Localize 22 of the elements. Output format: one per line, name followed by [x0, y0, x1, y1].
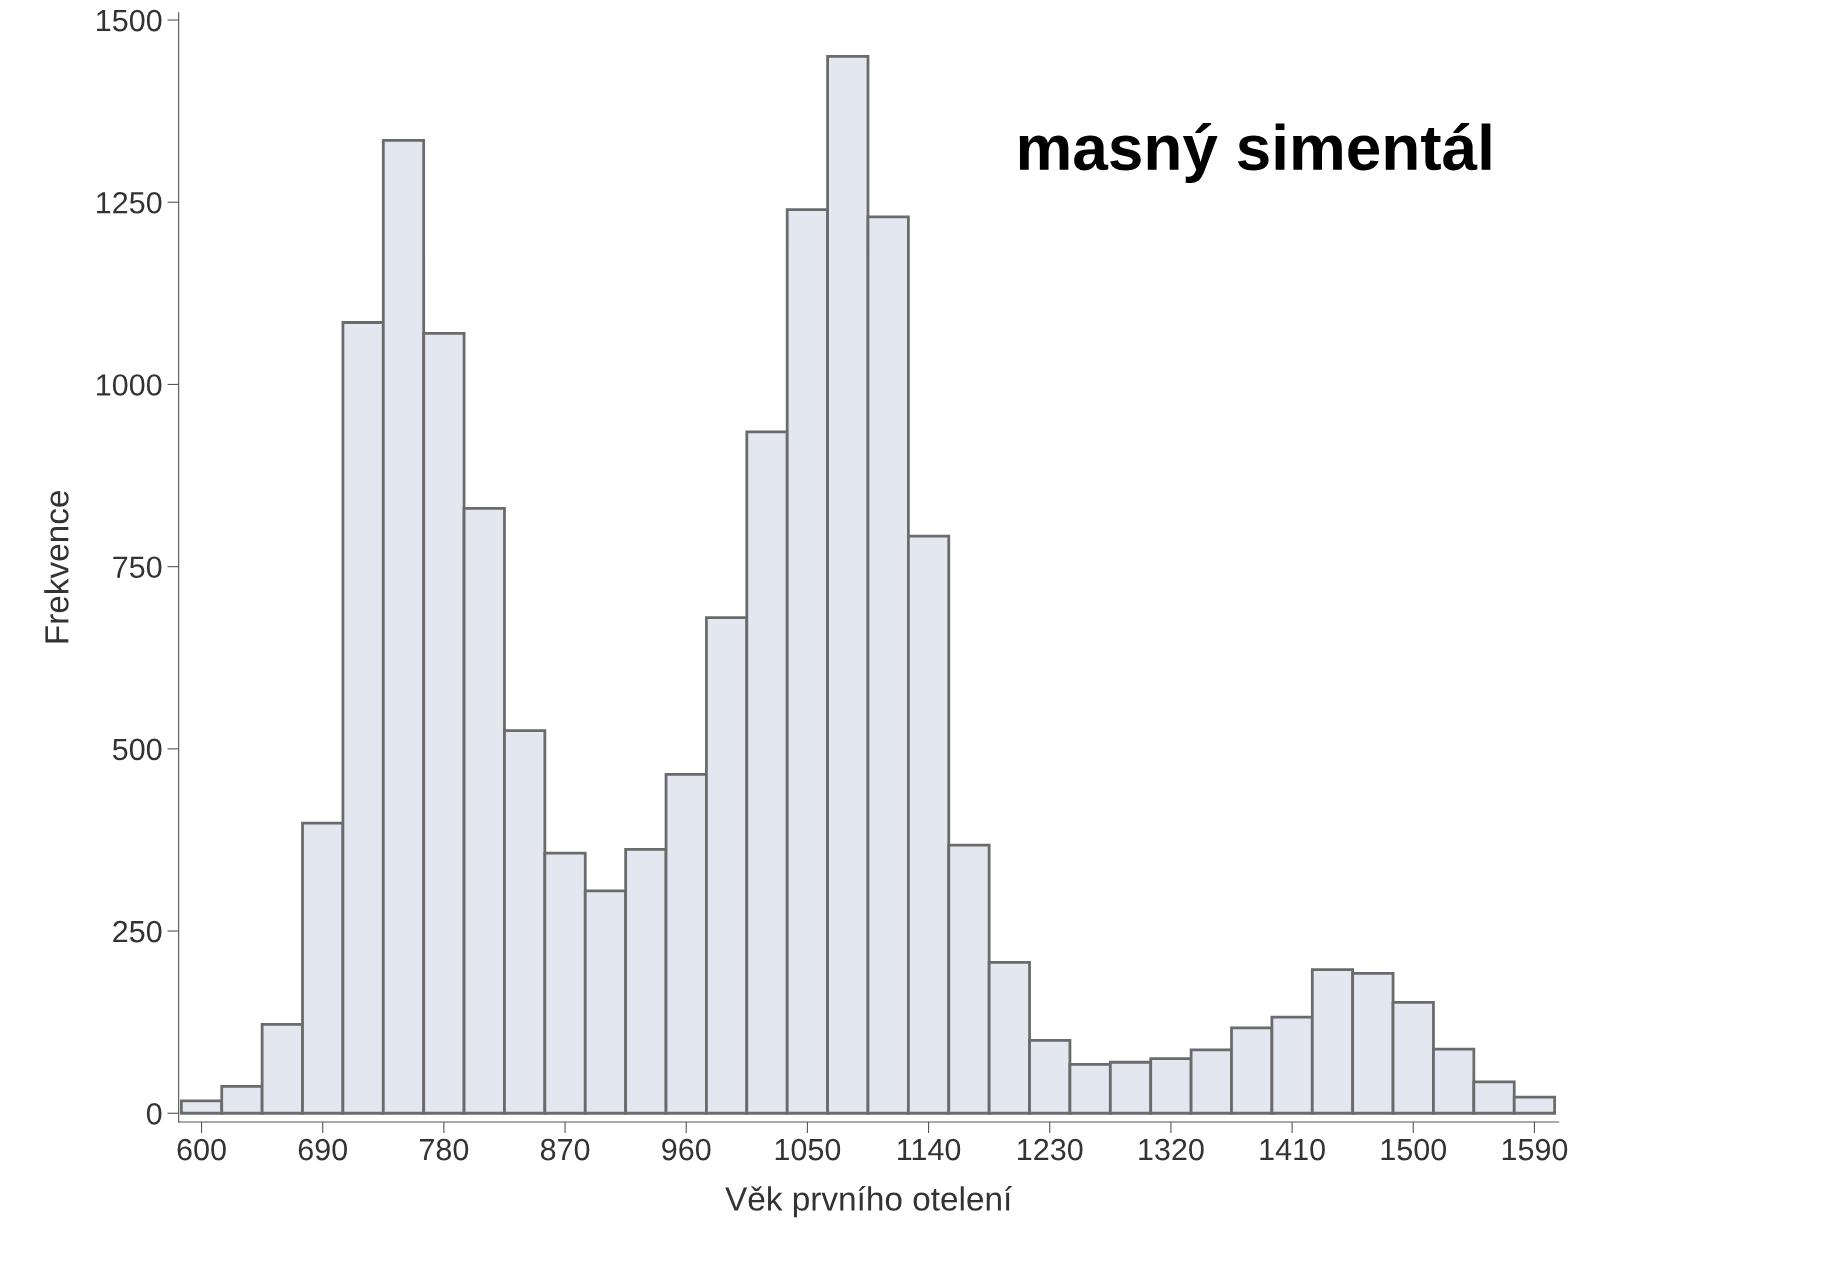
x-tick-label: 600	[177, 1138, 226, 1161]
y-axis-title: Frekvence	[44, 491, 69, 643]
x-tick-label: 1050	[775, 1138, 841, 1161]
x-tick-label: 780	[419, 1138, 469, 1161]
x-tick-label: 1590	[1502, 1138, 1568, 1161]
x-tick-label: 1230	[1018, 1138, 1083, 1161]
x-tick-label: 960	[662, 1138, 711, 1161]
annotation: masný simentál	[1019, 122, 1491, 184]
y-tick-label: 500	[112, 738, 162, 761]
x-tick-label: 690	[298, 1138, 348, 1161]
y-tick-label: 250	[113, 920, 162, 943]
x-tick-label: 1320	[1139, 1138, 1204, 1161]
x-tick-label: 1500	[1381, 1138, 1447, 1161]
y-tick-label: 0	[146, 1102, 162, 1125]
x-tick-label: 870	[540, 1138, 590, 1161]
x-tick-label: 1140	[898, 1138, 961, 1161]
x-axis-title: Věk prvního otelení	[725, 1185, 1013, 1218]
x-tick-label: 1410	[1260, 1138, 1325, 1161]
y-tick-label: 1500	[97, 9, 162, 32]
y-tick-label: 1000	[97, 374, 162, 396]
y-tick-label: 750	[113, 556, 162, 579]
y-tick-label: 1250	[97, 191, 162, 214]
